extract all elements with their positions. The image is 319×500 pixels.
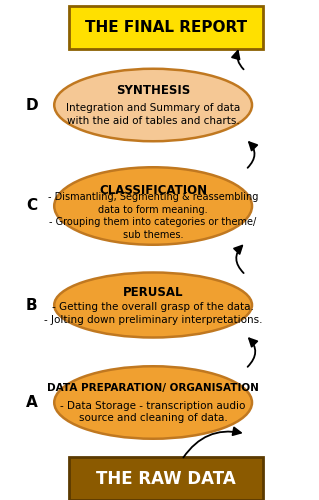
Text: B: B <box>26 298 38 312</box>
Text: - Data Storage - transcription audio
source and cleaning of data.: - Data Storage - transcription audio sou… <box>60 400 246 423</box>
Ellipse shape <box>54 167 252 244</box>
Text: PERUSAL: PERUSAL <box>123 286 183 298</box>
Text: - Getting the overall grasp of the data.
- Jolting down preliminary interpretati: - Getting the overall grasp of the data.… <box>44 302 262 324</box>
Text: THE RAW DATA: THE RAW DATA <box>96 470 236 488</box>
Ellipse shape <box>54 272 252 338</box>
FancyBboxPatch shape <box>69 457 263 500</box>
Text: - Dismantling, Segmenting & reassembling
data to form meaning.
- Grouping them i: - Dismantling, Segmenting & reassembling… <box>48 192 258 240</box>
Text: SYNTHESIS: SYNTHESIS <box>116 84 190 97</box>
Text: THE FINAL REPORT: THE FINAL REPORT <box>85 20 247 35</box>
FancyBboxPatch shape <box>69 6 263 49</box>
Ellipse shape <box>54 366 252 439</box>
Text: C: C <box>26 198 37 214</box>
Text: CLASSIFICATION: CLASSIFICATION <box>99 184 207 197</box>
Ellipse shape <box>54 68 252 141</box>
Text: DATA PREPARATION/ ORGANISATION: DATA PREPARATION/ ORGANISATION <box>47 383 259 393</box>
Text: A: A <box>26 395 38 410</box>
Text: D: D <box>26 98 38 112</box>
Text: Integration and Summary of data
with the aid of tables and charts.: Integration and Summary of data with the… <box>66 103 240 126</box>
